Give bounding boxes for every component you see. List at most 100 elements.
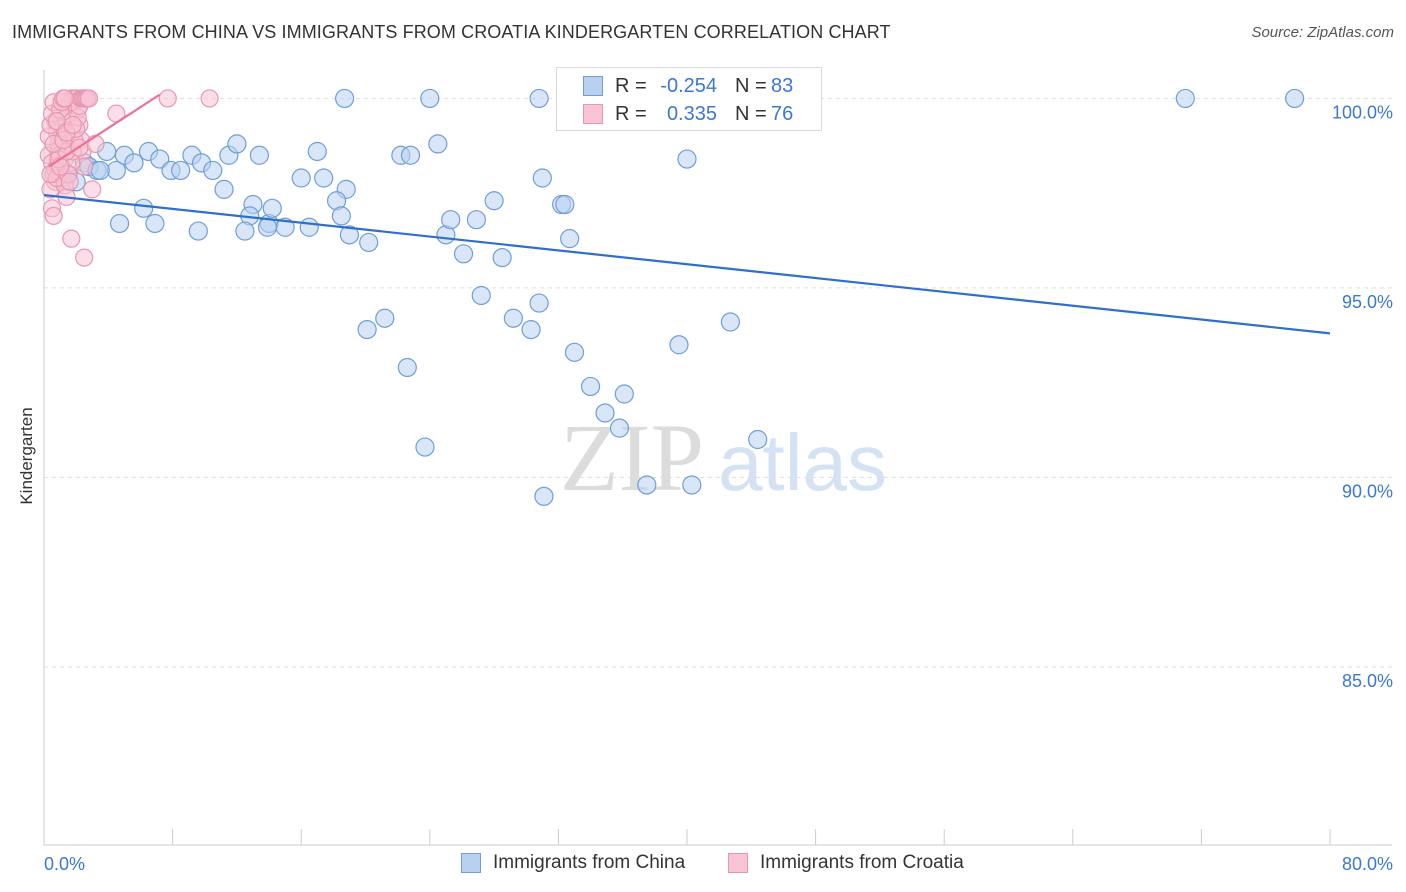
data-point-china: [484, 191, 504, 211]
legend-r-value: -0.254: [660, 75, 717, 97]
data-point-china: [214, 179, 234, 199]
legend-n-value: 83: [771, 75, 794, 97]
series-legend-label-croatia: Immigrants from Croatia: [760, 852, 964, 873]
x-tick-label: 80.0%: [1342, 854, 1393, 874]
data-point-croatia: [55, 89, 74, 108]
data-point-croatia: [86, 134, 105, 153]
data-point-croatia: [63, 115, 83, 135]
trend-lines: [43, 93, 1331, 335]
data-point-china: [124, 153, 144, 173]
y-tick-labels: 100.0% 95.0% 90.0% 85.0%: [1332, 102, 1393, 690]
y-tick-label: 100.0%: [1332, 102, 1393, 122]
legend-n-label: N =: [735, 75, 767, 97]
data-point-china: [397, 357, 417, 378]
data-point-china: [235, 221, 255, 241]
legend-n-value: 76: [771, 103, 794, 125]
data-point-china: [203, 160, 223, 181]
legend: R = -0.254 N = 83 R = 0.335 N = 76: [556, 67, 822, 131]
y-tick-label: 95.0%: [1342, 292, 1393, 312]
data-point-china: [677, 149, 697, 169]
data-point-china: [503, 308, 523, 328]
y-tick-label: 85.0%: [1342, 671, 1393, 691]
data-point-china: [331, 206, 351, 226]
data-point-croatia: [75, 248, 94, 267]
data-point-china: [335, 88, 355, 109]
data-point-china: [428, 134, 448, 154]
data-point-china: [150, 149, 170, 169]
trend-line-china: [43, 193, 1331, 335]
axes: [43, 70, 1392, 846]
data-point-china: [400, 145, 421, 165]
data-point-china: [299, 217, 319, 237]
chart-title: IMMIGRANTS FROM CHINA VS IMMIGRANTS FROM…: [12, 22, 891, 42]
data-point-china: [532, 168, 552, 188]
legend-r-value: 0.335: [666, 103, 717, 125]
legend-r-label: R =: [615, 103, 647, 125]
data-point-china: [357, 319, 377, 340]
data-point-china: [145, 213, 165, 234]
data-point-china: [453, 244, 474, 264]
data-point-croatia: [200, 89, 219, 108]
data-point-china: [375, 308, 395, 328]
data-point-china: [90, 160, 110, 181]
data-point-croatia: [44, 206, 63, 226]
data-point-china: [529, 88, 549, 109]
data-point-croatia: [158, 89, 177, 108]
data-point-china: [134, 198, 154, 218]
data-point-china: [415, 437, 435, 457]
data-point-china: [257, 217, 278, 237]
data-point-china: [614, 384, 634, 404]
data-point-china: [748, 429, 768, 450]
watermark-zip: ZIP: [560, 404, 704, 511]
data-point-croatia: [50, 157, 70, 176]
data-point-china: [669, 335, 689, 355]
data-point-china: [339, 225, 360, 245]
watermark: ZIP atlas: [560, 404, 887, 511]
data-point-china: [109, 213, 130, 234]
data-point-china: [564, 342, 585, 362]
legend-row-croatia: R = 0.335 N = 76: [557, 101, 821, 127]
data-point-china: [249, 145, 270, 165]
series-legend-label-china: Immigrants from China: [493, 852, 686, 873]
series-legend-swatch-china: [461, 853, 481, 873]
data-point-china: [555, 194, 575, 215]
legend-row-china: R = -0.254 N = 83: [557, 73, 821, 99]
data-point-china: [188, 221, 208, 241]
data-point-china: [1175, 88, 1195, 109]
data-point-china: [637, 475, 657, 495]
series-legend-swatch-croatia: [728, 853, 748, 873]
data-point-china: [1285, 88, 1305, 109]
data-point-china: [720, 312, 741, 332]
data-point-croatia: [62, 229, 81, 248]
legend-swatch-china: [583, 76, 603, 96]
data-point-china: [227, 134, 247, 154]
data-point-china: [291, 168, 311, 188]
data-point-china: [262, 198, 282, 218]
data-point-china: [560, 229, 580, 249]
legend-r-label: R =: [615, 75, 647, 97]
data-point-china: [529, 293, 549, 313]
data-point-china: [521, 319, 541, 340]
chart-source: Source: ZipAtlas.com: [1251, 24, 1394, 41]
trend-line-croatia: [48, 93, 161, 168]
data-point-china: [580, 376, 601, 397]
y-tick-label: 90.0%: [1342, 481, 1393, 501]
data-point-china: [420, 88, 440, 109]
series-croatia-points: [39, 89, 219, 267]
data-point-china: [471, 285, 491, 306]
data-point-china: [682, 475, 702, 495]
data-point-croatia: [79, 89, 99, 108]
x-tick-label: 0.0%: [44, 854, 85, 874]
data-point-china: [307, 141, 327, 162]
data-point-china: [441, 210, 461, 230]
data-point-china: [466, 210, 487, 230]
legend-swatch-croatia: [583, 104, 603, 124]
data-point-china: [492, 247, 512, 268]
data-point-china: [314, 168, 334, 188]
data-point-china: [359, 232, 379, 253]
grid-lines: [44, 97, 1392, 668]
x-tick-labels: 0.0% 80.0%: [44, 854, 1393, 874]
data-point-china: [609, 418, 630, 438]
watermark-atlas: atlas: [718, 418, 887, 507]
